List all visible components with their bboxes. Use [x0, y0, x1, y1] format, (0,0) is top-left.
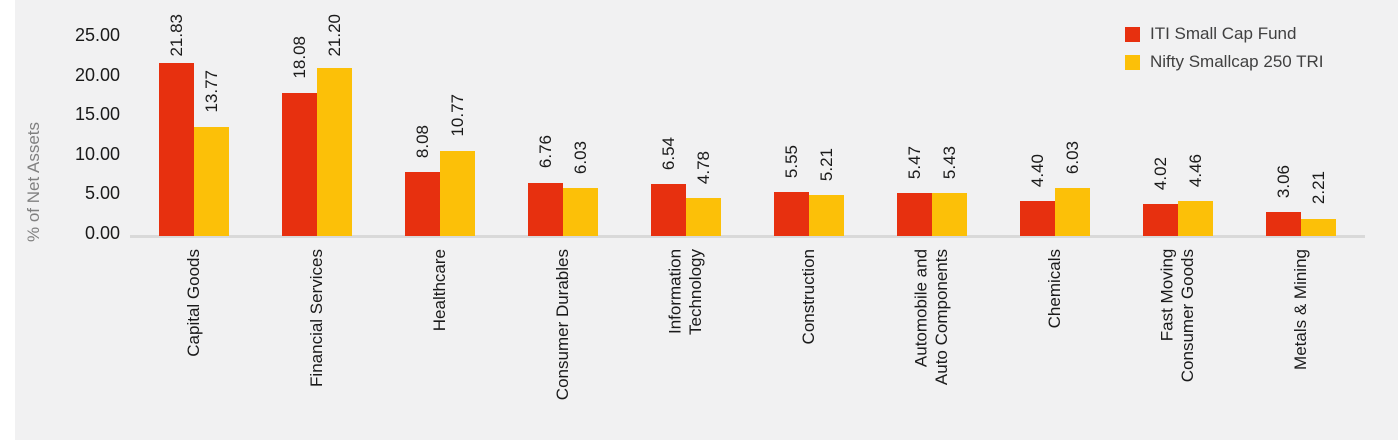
y-axis-tick-label: 5.00 — [84, 183, 120, 204]
x-axis-category-label: Automobile and Auto Components — [911, 249, 951, 386]
legend-item-fund: ITI Small Cap Fund — [1125, 24, 1324, 44]
bar-value-label: 8.08 — [412, 124, 432, 158]
bar-fund — [282, 92, 317, 236]
legend-swatch-benchmark — [1125, 54, 1140, 70]
bar-benchmark — [440, 150, 475, 236]
bar-value-label: 21.20 — [324, 14, 344, 57]
bar-value-label: 4.40 — [1027, 153, 1047, 187]
bar-value-label: 4.78 — [693, 150, 713, 184]
bar-benchmark — [809, 194, 844, 236]
bar-benchmark — [932, 193, 967, 236]
legend-label-benchmark: Nifty Smallcap 250 TRI — [1150, 52, 1324, 71]
legend: ITI Small Cap Fund Nifty Smallcap 250 TR… — [1125, 24, 1324, 80]
bar-value-label: 5.47 — [904, 145, 924, 179]
y-axis-tick-label: 15.00 — [74, 104, 120, 125]
bar-benchmark — [686, 198, 721, 236]
bar-benchmark — [317, 68, 352, 236]
bar-fund — [897, 192, 932, 236]
bar-value-label: 6.03 — [1062, 140, 1082, 174]
bar-value-label: 6.54 — [658, 136, 678, 170]
bar-value-label: 4.46 — [1185, 153, 1205, 187]
bar-value-label: 2.21 — [1308, 170, 1328, 204]
bar-fund — [774, 192, 809, 236]
bar-value-label: 13.77 — [201, 70, 221, 113]
bar-fund — [159, 63, 194, 236]
y-axis-tick-label: 25.00 — [74, 25, 120, 45]
bar-value-label: 18.08 — [289, 36, 309, 79]
x-axis-category-label: Information Technology — [665, 249, 705, 336]
x-axis-line — [130, 235, 1365, 238]
x-axis-category-label: Consumer Durables — [552, 249, 572, 401]
bar-fund — [651, 184, 686, 236]
bar-value-label: 10.77 — [447, 94, 467, 137]
x-axis-category-label: Fast Moving Consumer Goods — [1157, 249, 1197, 383]
bar-fund — [528, 182, 563, 236]
bar-value-label: 6.03 — [570, 140, 590, 174]
bar-fund — [1143, 204, 1178, 236]
bar-value-label: 6.76 — [535, 134, 555, 168]
bar-benchmark — [1055, 188, 1090, 236]
y-axis-tick-label: 20.00 — [74, 64, 120, 85]
bar-benchmark — [1178, 200, 1213, 236]
bar-value-label: 5.43 — [939, 145, 959, 179]
bar-benchmark — [194, 126, 229, 236]
bar-value-label: 5.55 — [781, 144, 801, 178]
bar-fund — [405, 172, 440, 236]
x-axis-category-label: Chemicals — [1044, 249, 1064, 329]
legend-swatch-fund — [1125, 26, 1140, 42]
x-axis-category-label: Construction — [798, 249, 818, 345]
bar-value-label: 21.83 — [166, 14, 186, 57]
bar-fund — [1020, 201, 1055, 236]
bar-benchmark — [563, 188, 598, 236]
bar-fund — [1266, 211, 1301, 236]
legend-item-benchmark: Nifty Smallcap 250 TRI — [1125, 52, 1324, 72]
legend-label-fund: ITI Small Cap Fund — [1150, 24, 1297, 43]
x-axis-category-label: Capital Goods — [183, 249, 203, 357]
x-axis-category-label: Metals & Mining — [1290, 249, 1310, 370]
y-axis-tick-label: 0.00 — [84, 223, 120, 243]
bar-value-label: 5.21 — [816, 147, 836, 181]
x-axis-category-label: Financial Services — [306, 249, 326, 387]
y-axis-tick-label: 10.00 — [74, 143, 120, 164]
bar-value-label: 4.02 — [1150, 156, 1170, 190]
bar-benchmark — [1301, 218, 1336, 236]
x-axis-category-label: Healthcare — [429, 249, 449, 332]
bar-value-label: 3.06 — [1273, 164, 1293, 198]
y-axis-title: % of Net Assets — [24, 122, 43, 242]
